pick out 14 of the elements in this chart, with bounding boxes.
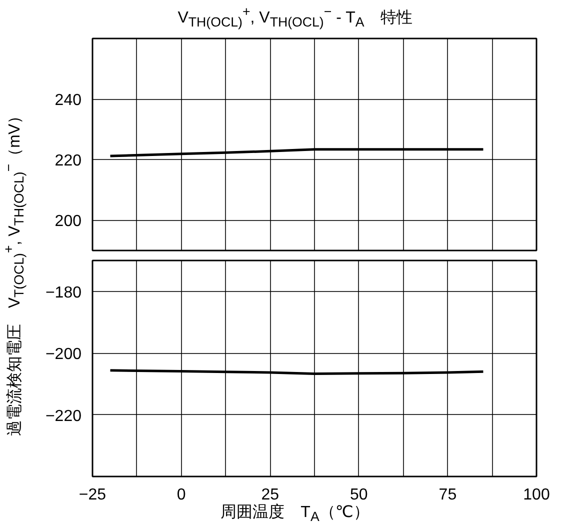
x-tick-label: −25 (78, 486, 106, 504)
x-tick-label: 25 (261, 486, 280, 504)
y-tick-label: 240 (54, 92, 82, 110)
x-axis-title: 周囲温度 T$_{A}$（℃） (220, 502, 370, 522)
y-tick-label: −200 (45, 346, 82, 364)
y-tick-label: 200 (54, 213, 82, 230)
x-tick-label: 75 (438, 486, 457, 504)
y-tick-label: 220 (54, 152, 82, 170)
x-tick-label: 100 (523, 486, 550, 504)
x-tick-label: 0 (176, 486, 186, 504)
y-tick-label: −220 (45, 408, 82, 425)
x-tick-label: 50 (350, 486, 368, 504)
chart-title: V$_{TH(OCL)}$$^{+}$, V$_{TH(OCL)}$$^{−}$ - T$_{A}$ 特性 (178, 4, 412, 30)
y-tick-label: −180 (45, 284, 82, 302)
